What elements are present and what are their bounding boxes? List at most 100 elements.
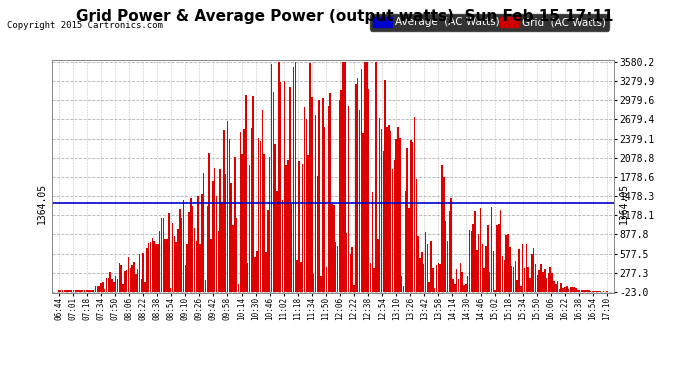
Bar bbox=[564, 287, 566, 292]
Bar bbox=[102, 282, 103, 292]
Bar bbox=[437, 263, 439, 292]
Bar bbox=[586, 290, 588, 292]
Bar bbox=[335, 242, 337, 292]
Bar bbox=[507, 234, 509, 292]
Bar bbox=[86, 290, 87, 292]
Bar bbox=[415, 179, 417, 292]
Bar bbox=[184, 265, 186, 292]
Bar bbox=[155, 244, 157, 292]
Bar bbox=[291, 204, 293, 292]
Bar bbox=[436, 265, 437, 292]
Bar bbox=[152, 238, 153, 292]
Bar bbox=[124, 272, 126, 292]
Bar bbox=[157, 244, 159, 292]
Bar bbox=[311, 98, 313, 292]
Bar bbox=[324, 127, 326, 292]
Bar bbox=[535, 264, 536, 292]
Bar bbox=[375, 62, 377, 292]
Bar bbox=[133, 262, 135, 292]
Bar bbox=[206, 206, 208, 292]
Bar bbox=[183, 201, 184, 292]
Bar bbox=[122, 284, 124, 292]
Bar bbox=[362, 132, 364, 292]
Bar bbox=[148, 243, 150, 292]
Bar bbox=[390, 131, 391, 292]
Bar bbox=[384, 80, 386, 292]
Bar bbox=[71, 290, 72, 292]
Bar bbox=[69, 290, 70, 292]
Bar bbox=[491, 207, 493, 292]
Bar bbox=[443, 177, 444, 292]
Bar bbox=[544, 269, 546, 292]
Bar bbox=[253, 96, 254, 292]
Bar bbox=[342, 62, 344, 292]
Bar bbox=[511, 266, 513, 292]
Bar bbox=[348, 106, 349, 292]
Bar bbox=[542, 272, 544, 292]
Bar bbox=[482, 244, 483, 292]
Bar bbox=[267, 210, 268, 292]
Bar bbox=[212, 181, 214, 292]
Bar bbox=[397, 127, 399, 292]
Bar bbox=[95, 286, 96, 292]
Bar bbox=[478, 234, 480, 292]
Bar bbox=[163, 218, 164, 292]
Bar bbox=[469, 230, 471, 292]
Bar bbox=[217, 231, 219, 292]
Bar bbox=[403, 286, 404, 292]
Bar bbox=[386, 127, 388, 292]
Bar bbox=[484, 268, 485, 292]
Text: Copyright 2015 Cartronics.com: Copyright 2015 Cartronics.com bbox=[7, 21, 163, 30]
Bar bbox=[60, 290, 61, 292]
Bar bbox=[368, 89, 369, 292]
Bar bbox=[339, 100, 340, 292]
Bar bbox=[379, 118, 380, 292]
Bar bbox=[388, 124, 390, 292]
Bar bbox=[420, 258, 421, 292]
Bar bbox=[161, 218, 162, 292]
Bar bbox=[203, 173, 204, 292]
Bar bbox=[264, 154, 265, 292]
Bar bbox=[77, 290, 78, 292]
Bar bbox=[67, 290, 69, 292]
Bar bbox=[234, 157, 235, 292]
Bar bbox=[445, 221, 446, 292]
Bar bbox=[372, 192, 373, 292]
Bar bbox=[282, 200, 284, 292]
Bar bbox=[258, 138, 259, 292]
Bar bbox=[571, 287, 573, 292]
Bar bbox=[195, 241, 197, 292]
Bar bbox=[75, 290, 76, 292]
Bar bbox=[194, 228, 195, 292]
Bar bbox=[304, 107, 305, 292]
Bar bbox=[573, 287, 575, 292]
Bar bbox=[100, 283, 101, 292]
Bar bbox=[315, 115, 316, 292]
Bar bbox=[364, 62, 366, 292]
Bar bbox=[452, 279, 454, 292]
Bar bbox=[566, 286, 567, 292]
Bar bbox=[188, 212, 190, 292]
Bar bbox=[549, 267, 551, 292]
Bar bbox=[431, 241, 432, 292]
Bar bbox=[159, 231, 160, 292]
Bar bbox=[89, 290, 90, 292]
Bar bbox=[306, 118, 307, 292]
Bar bbox=[526, 244, 527, 292]
Bar bbox=[529, 278, 531, 292]
Bar bbox=[502, 256, 503, 292]
Bar bbox=[186, 244, 188, 292]
Bar bbox=[179, 209, 181, 292]
Bar bbox=[93, 290, 95, 292]
Bar bbox=[317, 177, 318, 292]
Bar bbox=[137, 269, 139, 292]
Bar bbox=[557, 281, 558, 292]
Bar bbox=[139, 254, 140, 292]
Bar bbox=[104, 289, 106, 292]
Bar bbox=[568, 290, 569, 292]
Bar bbox=[273, 92, 274, 292]
Bar bbox=[495, 290, 496, 292]
Bar bbox=[531, 254, 533, 292]
Bar bbox=[575, 288, 577, 292]
Bar bbox=[425, 232, 426, 292]
